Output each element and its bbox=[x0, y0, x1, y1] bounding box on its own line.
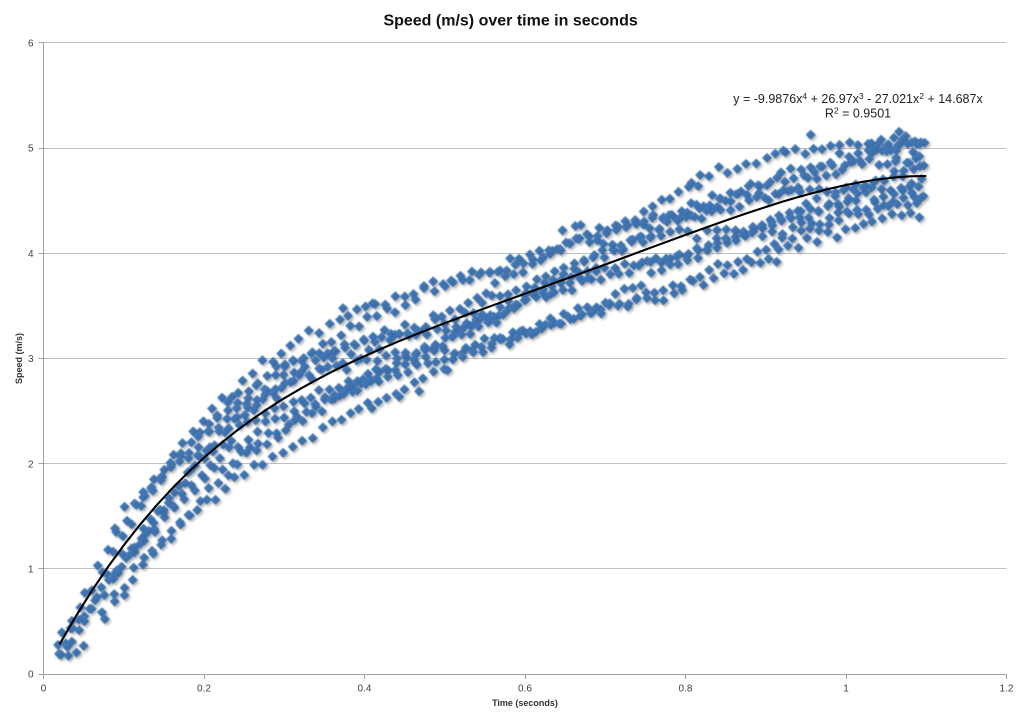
svg-text:2: 2 bbox=[28, 459, 34, 470]
svg-text:Speed (m/s) over time in secon: Speed (m/s) over time in seconds bbox=[383, 13, 637, 30]
svg-text:6: 6 bbox=[28, 38, 34, 49]
svg-text:3: 3 bbox=[28, 354, 34, 365]
svg-text:0: 0 bbox=[28, 670, 34, 681]
svg-text:5: 5 bbox=[28, 144, 34, 155]
svg-text:Speed (m/s): Speed (m/s) bbox=[14, 333, 24, 384]
svg-text:0: 0 bbox=[41, 684, 47, 695]
svg-text:1.2: 1.2 bbox=[1000, 684, 1014, 695]
svg-text:Time (seconds): Time (seconds) bbox=[492, 698, 558, 708]
svg-text:0.4: 0.4 bbox=[358, 684, 372, 695]
svg-text:y = -9.9876x4 + 26.97x3 - 27.0: y = -9.9876x4 + 26.97x3 - 27.021x2 + 14.… bbox=[733, 91, 983, 106]
svg-text:4: 4 bbox=[28, 249, 34, 260]
svg-text:0.6: 0.6 bbox=[518, 684, 532, 695]
svg-text:1: 1 bbox=[843, 684, 849, 695]
svg-text:R2 = 0.9501: R2 = 0.9501 bbox=[825, 106, 891, 121]
svg-text:0.2: 0.2 bbox=[197, 684, 211, 695]
svg-text:1: 1 bbox=[28, 565, 34, 576]
svg-text:0.8: 0.8 bbox=[679, 684, 693, 695]
